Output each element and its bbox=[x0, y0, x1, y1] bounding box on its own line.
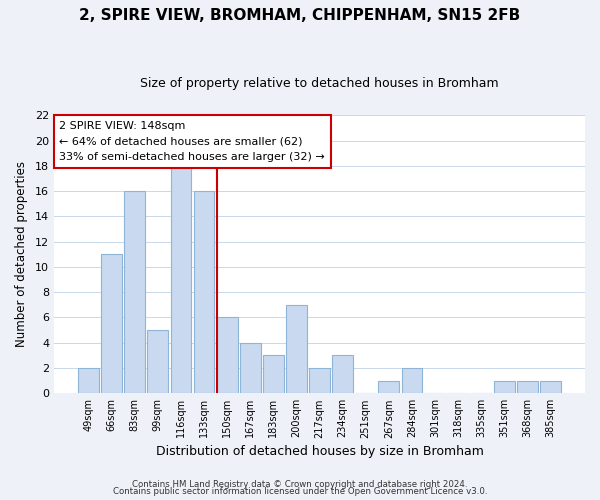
Text: 2, SPIRE VIEW, BROMHAM, CHIPPENHAM, SN15 2FB: 2, SPIRE VIEW, BROMHAM, CHIPPENHAM, SN15… bbox=[79, 8, 521, 22]
Text: 2 SPIRE VIEW: 148sqm
← 64% of detached houses are smaller (62)
33% of semi-detac: 2 SPIRE VIEW: 148sqm ← 64% of detached h… bbox=[59, 121, 325, 162]
Bar bbox=[379, 380, 399, 394]
Bar bbox=[240, 343, 260, 394]
Bar bbox=[78, 368, 99, 394]
Bar bbox=[401, 368, 422, 394]
Bar bbox=[286, 305, 307, 394]
Bar bbox=[101, 254, 122, 394]
Bar bbox=[194, 191, 214, 394]
Bar bbox=[517, 380, 538, 394]
Text: Contains public sector information licensed under the Open Government Licence v3: Contains public sector information licen… bbox=[113, 487, 487, 496]
Text: Contains HM Land Registry data © Crown copyright and database right 2024.: Contains HM Land Registry data © Crown c… bbox=[132, 480, 468, 489]
Bar bbox=[148, 330, 168, 394]
X-axis label: Distribution of detached houses by size in Bromham: Distribution of detached houses by size … bbox=[155, 444, 484, 458]
Bar bbox=[217, 318, 238, 394]
Bar bbox=[309, 368, 330, 394]
Bar bbox=[332, 356, 353, 394]
Bar bbox=[263, 356, 284, 394]
Bar bbox=[170, 166, 191, 394]
Bar bbox=[540, 380, 561, 394]
Title: Size of property relative to detached houses in Bromham: Size of property relative to detached ho… bbox=[140, 78, 499, 90]
Y-axis label: Number of detached properties: Number of detached properties bbox=[15, 162, 28, 348]
Bar bbox=[124, 191, 145, 394]
Bar bbox=[494, 380, 515, 394]
